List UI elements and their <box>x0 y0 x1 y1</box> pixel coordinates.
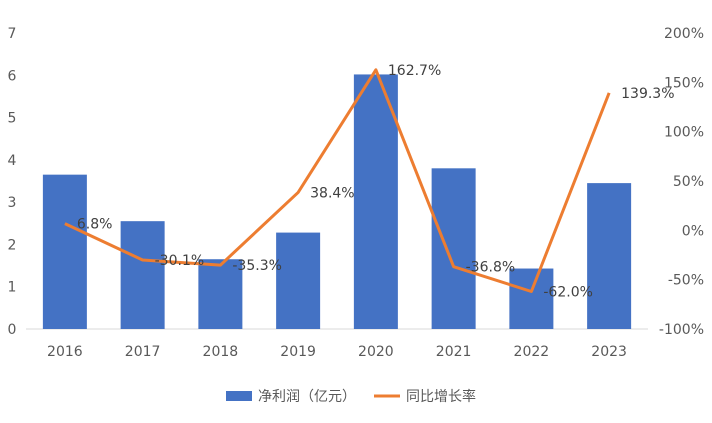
growth-label-2016: 6.8% <box>77 217 113 233</box>
left-tick-label: 1 <box>8 280 17 296</box>
growth-label-2018: -35.3% <box>232 258 282 274</box>
right-tick-label: 0% <box>682 223 704 239</box>
growth-label-2019: 38.4% <box>310 185 354 201</box>
legend-line-label: 同比增长率 <box>406 388 476 405</box>
right-tick-label: 200% <box>664 26 704 42</box>
bar-2016 <box>42 174 87 329</box>
x-axis-ticks: 2016 2017 2018 2019 2020 2021 2022 2023 <box>47 344 627 360</box>
legend: 净利润（亿元） 同比增长率 <box>226 388 476 405</box>
bar-2023 <box>587 183 632 329</box>
legend-bar-label: 净利润（亿元） <box>258 389 356 405</box>
growth-label-2017: -30.1% <box>155 253 205 269</box>
bar-2022 <box>509 268 554 329</box>
x-tick-label: 2020 <box>358 344 394 360</box>
left-tick-label: 6 <box>8 68 17 84</box>
growth-label-2020: 162.7% <box>388 63 441 79</box>
right-tick-label: 100% <box>664 125 704 141</box>
left-tick-label: 7 <box>8 26 17 42</box>
growth-rate-labels: 6.8% -30.1% -35.3% 38.4% 162.7% -36.8% -62.0% 1… <box>77 63 675 301</box>
left-tick-label: 5 <box>8 111 17 127</box>
bar-2017 <box>120 221 165 329</box>
right-tick-label: 150% <box>664 75 704 91</box>
growth-rate-line <box>64 68 611 294</box>
x-tick-label: 2019 <box>280 344 316 360</box>
right-tick-label: -100% <box>659 322 704 338</box>
left-tick-label: 2 <box>8 237 17 253</box>
x-tick-label: 2023 <box>591 344 627 360</box>
right-axis-ticks: -100% -50% 0% 50% 100% 150% 200% <box>659 26 704 338</box>
bar-series <box>42 74 632 329</box>
growth-label-2021: -36.8% <box>466 260 516 276</box>
growth-label-2022: -62.0% <box>543 285 593 301</box>
left-tick-label: 0 <box>8 322 17 338</box>
bar-2020 <box>353 74 398 329</box>
right-tick-label: 50% <box>673 174 704 190</box>
bar-2018 <box>198 259 243 329</box>
left-axis-ticks: 0 1 2 3 4 5 6 7 <box>8 26 17 338</box>
x-tick-label: 2022 <box>514 344 550 360</box>
x-tick-label: 2017 <box>125 344 161 360</box>
bar-2019 <box>276 232 321 329</box>
x-tick-label: 2021 <box>436 344 472 360</box>
growth-label-2023: 139.3% <box>621 86 674 102</box>
bar-2021 <box>431 168 476 329</box>
left-tick-label: 4 <box>8 153 17 169</box>
right-tick-label: -50% <box>668 273 704 289</box>
x-tick-label: 2018 <box>203 344 239 360</box>
x-tick-label: 2016 <box>47 344 83 360</box>
left-tick-label: 3 <box>8 195 17 211</box>
legend-bar-swatch <box>226 391 252 401</box>
